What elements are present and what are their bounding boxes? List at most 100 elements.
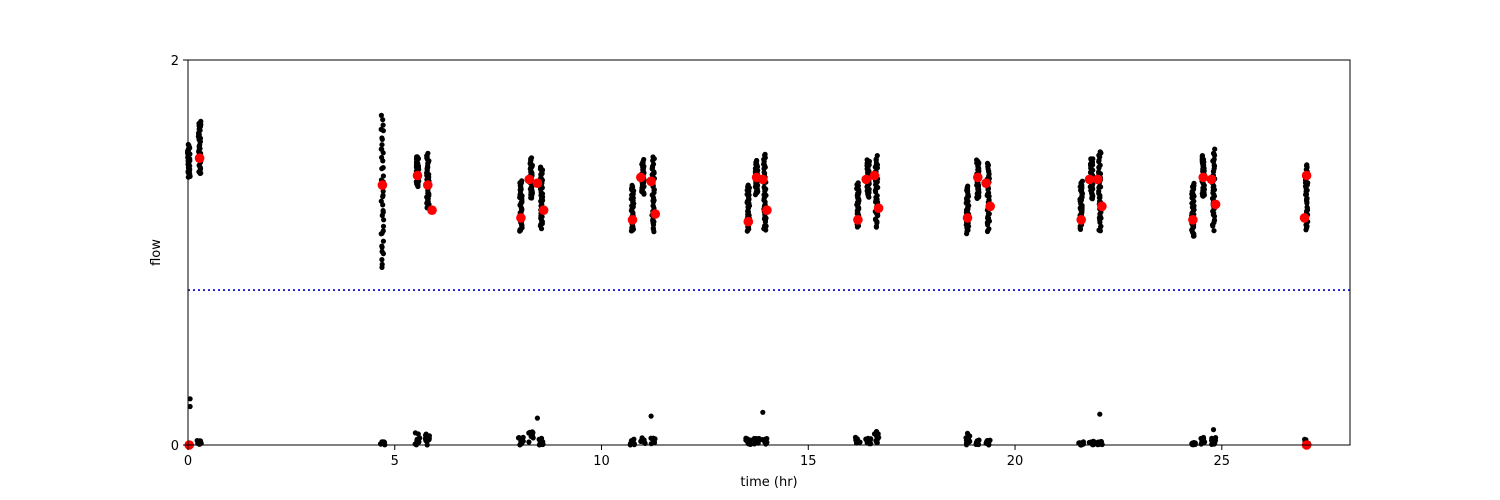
mean-point (516, 213, 526, 223)
mean-point (873, 203, 884, 213)
raw-point (198, 118, 204, 124)
mean-points-layer (184, 153, 1312, 450)
raw-points-layer (185, 112, 1312, 448)
mean-point (377, 180, 388, 190)
raw-point (761, 169, 767, 175)
raw-outlier-point (964, 430, 971, 436)
y-tick-label: 2 (171, 54, 179, 69)
raw-outlier-point (1097, 411, 1103, 417)
raw-point (864, 157, 870, 163)
mean-point (985, 201, 995, 212)
raw-point (1191, 180, 1197, 186)
mean-point (646, 176, 656, 187)
raw-point (380, 208, 386, 214)
raw-point (380, 117, 386, 123)
raw-point (763, 223, 769, 229)
raw-point (380, 228, 386, 234)
raw-point (754, 157, 760, 164)
raw-point (380, 194, 386, 200)
raw-point (853, 440, 860, 446)
raw-point (414, 154, 420, 160)
raw-outlier-point (1210, 427, 1217, 433)
mean-point (981, 178, 991, 188)
mean-point (853, 215, 863, 225)
raw-point (762, 151, 768, 157)
raw-point (378, 112, 384, 118)
raw-point (379, 244, 385, 250)
raw-point (974, 157, 980, 163)
raw-point (865, 435, 871, 441)
raw-point (986, 226, 992, 232)
raw-point (855, 180, 861, 186)
raw-point (422, 432, 429, 438)
raw-point (380, 188, 386, 194)
mean-point (1084, 174, 1095, 185)
raw-point (1097, 183, 1103, 189)
x-tick-label: 10 (593, 454, 610, 469)
mean-point (1097, 201, 1107, 212)
raw-point (763, 436, 769, 442)
raw-point (378, 126, 384, 132)
raw-point (538, 164, 544, 170)
x-tick-label: 5 (391, 454, 399, 469)
raw-point (1096, 169, 1102, 175)
raw-point (380, 122, 386, 128)
raw-point (1304, 204, 1310, 210)
raw-point (380, 223, 387, 229)
raw-point (650, 203, 656, 209)
raw-point (1097, 228, 1103, 234)
raw-point (1079, 178, 1085, 184)
raw-point (743, 435, 749, 441)
mean-point (532, 178, 543, 188)
raw-point (1097, 149, 1103, 155)
raw-point (761, 184, 767, 190)
raw-point (379, 261, 385, 267)
mean-point (1093, 174, 1103, 185)
raw-outlier-point (187, 403, 193, 410)
mean-point (412, 170, 423, 181)
raw-point (412, 430, 418, 436)
raw-point (976, 437, 982, 443)
raw-point (984, 439, 990, 445)
raw-point (874, 153, 880, 159)
y-tick-label: 0 (171, 439, 179, 454)
mean-point (427, 205, 437, 215)
mean-point (650, 209, 661, 219)
raw-point (745, 182, 751, 188)
raw-point (380, 173, 386, 179)
mean-point (1188, 215, 1198, 225)
raw-point (966, 436, 972, 442)
raw-point (1209, 441, 1215, 447)
raw-point (1192, 440, 1198, 446)
raw-outlier-point (873, 428, 880, 435)
x-tick-label: 15 (800, 454, 817, 469)
raw-point (379, 257, 385, 263)
mean-point (627, 215, 638, 225)
raw-point (631, 436, 637, 442)
raw-point (1199, 439, 1205, 446)
mean-point (538, 205, 549, 215)
raw-point (1211, 151, 1217, 157)
raw-point (753, 436, 759, 442)
raw-point (1098, 224, 1104, 230)
raw-point (381, 217, 387, 223)
mean-point (1210, 199, 1221, 210)
mean-point (743, 216, 754, 227)
raw-outlier-point (760, 409, 766, 415)
y-axis-label: flow (149, 239, 164, 266)
raw-point (1088, 156, 1094, 162)
mean-point (423, 180, 433, 190)
raw-point (378, 198, 384, 204)
raw-outlier-point (187, 396, 193, 402)
raw-point (526, 439, 532, 445)
mean-point (524, 174, 534, 185)
mean-point (962, 213, 973, 223)
raw-point (1211, 156, 1217, 162)
raw-point (1211, 163, 1218, 169)
mean-point (636, 172, 646, 183)
raw-point (629, 182, 635, 188)
raw-point (426, 435, 432, 441)
raw-point (379, 154, 385, 161)
x-tick-label: 0 (184, 454, 192, 469)
